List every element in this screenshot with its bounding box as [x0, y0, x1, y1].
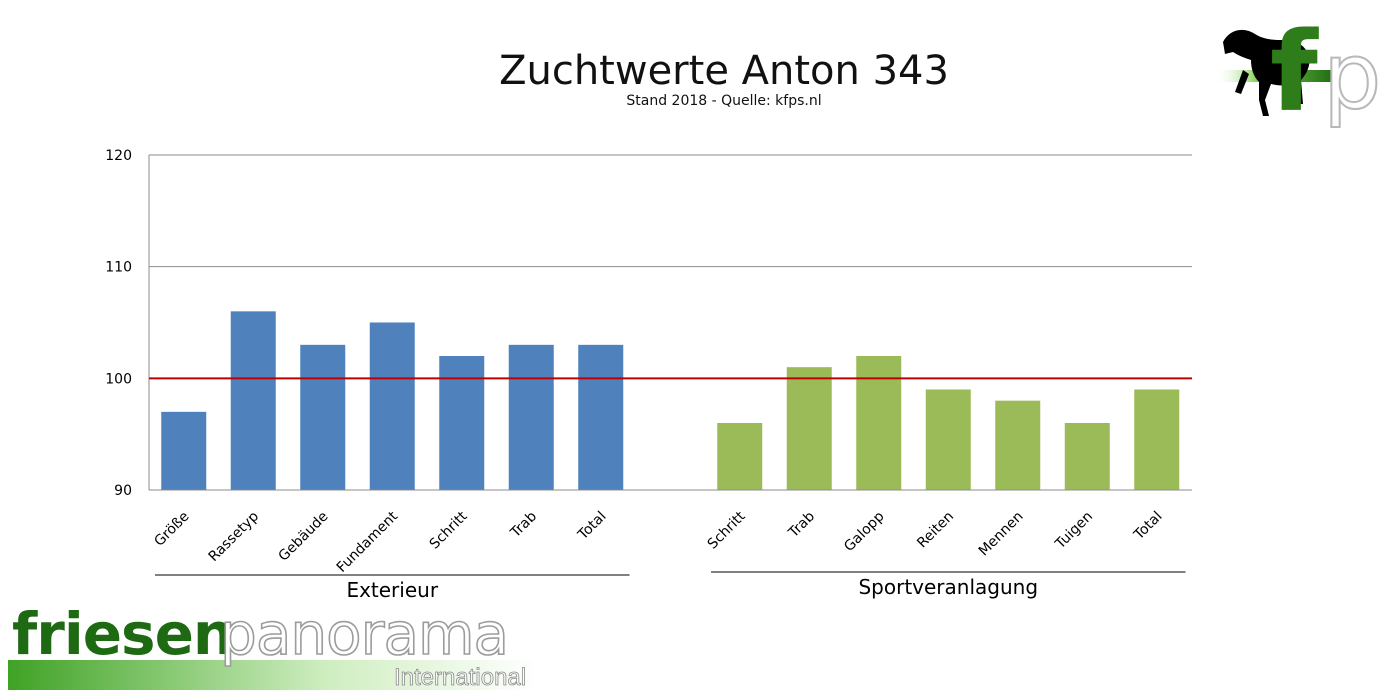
x-tick-label: Schritt: [705, 508, 749, 552]
brand-friesen: friesen: [12, 600, 233, 668]
chart-title: Zuchtwerte Anton 343: [499, 48, 949, 94]
bar-schritt: [717, 423, 763, 490]
x-tick-label: Gebäude: [275, 509, 331, 565]
x-tick-label: Tuigen: [1052, 509, 1096, 553]
brand-green-bar: [8, 660, 538, 690]
chart-subtitle: Stand 2018 - Quelle: kfps.nl: [626, 93, 822, 109]
x-tick-label: Größe: [151, 509, 192, 550]
x-tick-label: Total: [574, 509, 609, 544]
y-tick-label: 90: [114, 483, 132, 499]
bar-galopp: [856, 356, 902, 490]
friesenpanorama-logo: friesen panorama International: [8, 599, 538, 691]
bar-trab: [508, 344, 554, 490]
bar-trab: [786, 367, 832, 490]
group-label: Sportveranlagung: [858, 575, 1038, 599]
bar-fundament: [369, 322, 415, 490]
x-tick-label: Mennen: [976, 509, 1027, 560]
x-tick-label: Rassetyp: [206, 508, 263, 565]
bar-schritt: [439, 356, 485, 490]
bar-tuigen: [1064, 423, 1110, 490]
y-tick-label: 120: [105, 148, 132, 164]
bar-mennen: [995, 400, 1041, 490]
horse-icon: [1223, 29, 1310, 116]
group-label: Exterieur: [346, 578, 438, 602]
bar-total: [1134, 389, 1180, 490]
x-tick-label: Galopp: [841, 508, 888, 555]
y-tick-label: 100: [105, 371, 132, 387]
x-tick-label: Reiten: [914, 509, 957, 552]
x-tick-label: Total: [1130, 509, 1165, 544]
bar-rassetyp: [230, 311, 276, 490]
bar-gebäude: [300, 344, 346, 490]
logo-letter-f: f: [1270, 12, 1319, 130]
bar-reiten: [925, 389, 971, 490]
fp-logo: f p: [1215, 12, 1382, 130]
brand-international: International: [394, 664, 526, 691]
x-tick-label: Trab: [785, 508, 818, 541]
bar-größe: [161, 411, 207, 490]
x-tick-label: Fundament: [334, 508, 402, 576]
x-tick-label: Schritt: [427, 508, 471, 552]
y-tick-label: 110: [105, 260, 132, 276]
bar-total: [578, 344, 624, 490]
logo-letter-p: p: [1323, 23, 1381, 130]
brand-panorama: panorama: [220, 600, 508, 668]
x-tick-label: Trab: [507, 508, 540, 541]
